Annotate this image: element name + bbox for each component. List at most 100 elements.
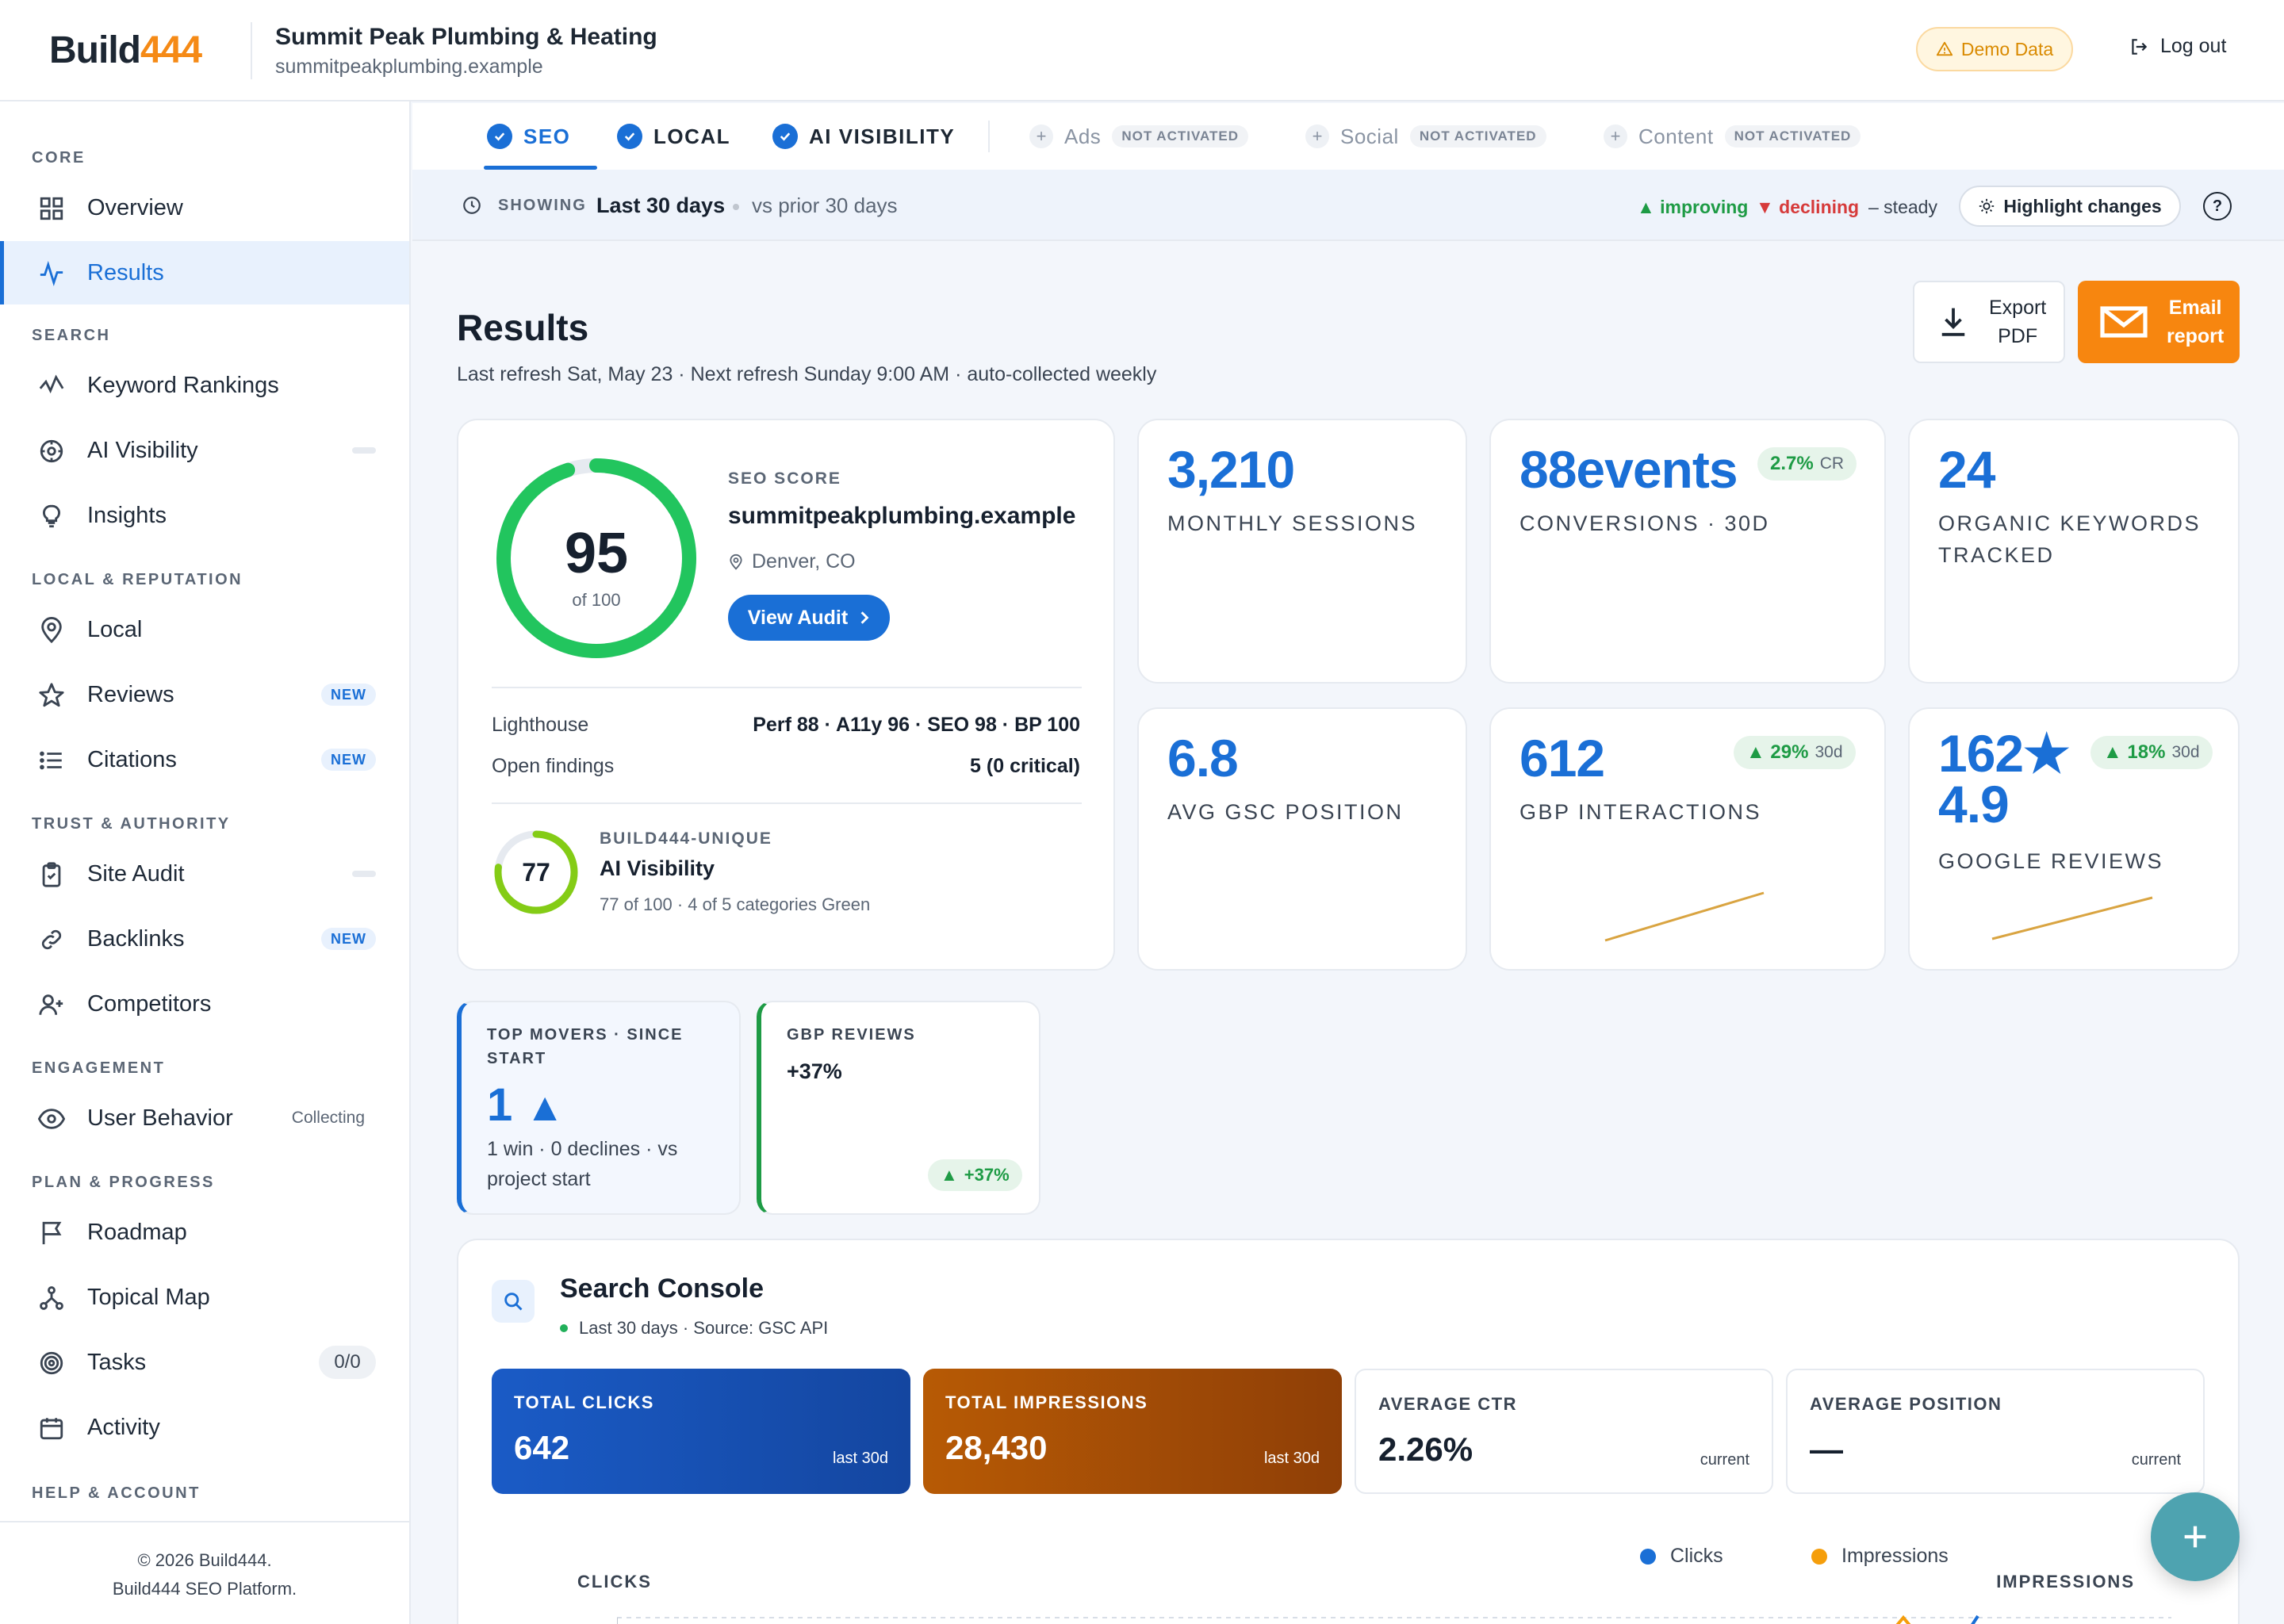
- module-tabs: SEO LOCAL AI VISIBILITY + Ads NOT ACTIVA…: [412, 103, 2284, 170]
- map-pin-icon: [730, 553, 742, 570]
- not-activated-badge: NOT ACTIVATED: [1724, 125, 1861, 147]
- network-icon: [36, 1283, 67, 1313]
- add-fab-button[interactable]: [2151, 1492, 2240, 1581]
- sidebar-item-reviews[interactable]: Reviews NEW: [0, 663, 409, 726]
- sidebar-item-backlinks[interactable]: Backlinks NEW: [0, 907, 409, 971]
- seo-score-label: SEO SCORE: [728, 469, 841, 488]
- status-mark: [352, 447, 376, 454]
- tab-content[interactable]: + Content NOT ACTIVATED: [1604, 103, 1861, 170]
- sidebar-item-topical-map[interactable]: Topical Map: [0, 1266, 409, 1329]
- legend-impressions[interactable]: Impressions: [1811, 1545, 1949, 1568]
- tile-average-ctr[interactable]: AVERAGE CTR 2.26% current: [1355, 1369, 1773, 1494]
- sidebar-item-overview[interactable]: Overview: [0, 176, 409, 239]
- top-movers-card[interactable]: TOP MOVERS · SINCE START 1 ▲ 1 win · 0 de…: [457, 1001, 741, 1215]
- compare-range[interactable]: vs prior 30 days: [752, 193, 898, 217]
- date-range-value[interactable]: Last 30 days: [596, 193, 726, 217]
- metric-card-google-reviews: 162★ 4.9 ▲ 18% 30d GOOGLE REVIEWS: [1908, 707, 2240, 971]
- tab-social[interactable]: + Social NOT ACTIVATED: [1305, 103, 1546, 170]
- gbp-reviews-label: GBP REVIEWS: [787, 1026, 916, 1044]
- divider: [251, 22, 252, 79]
- sidebar-item-activity[interactable]: Activity: [0, 1396, 409, 1459]
- brand-logo[interactable]: Build444: [49, 29, 202, 71]
- seo-score-ring: 95 of 100: [496, 458, 696, 658]
- legend-clicks[interactable]: Clicks: [1640, 1545, 1723, 1568]
- business-name: Summit Peak Plumbing & Heating: [275, 24, 657, 50]
- logout-button[interactable]: Log out: [2129, 35, 2226, 58]
- top-movers-label: TOP MOVERS · SINCE START: [487, 1026, 684, 1067]
- location: Denver, CO: [728, 550, 856, 573]
- sidebar-item-insights[interactable]: Insights: [0, 484, 409, 547]
- keywords-label: ORGANIC KEYWORDS TRACKED: [1938, 511, 2202, 567]
- separator-dot: [733, 204, 739, 210]
- tab-ai-visibility[interactable]: AI VISIBILITY: [772, 103, 955, 170]
- gbp-interactions-value: 612: [1519, 729, 1605, 787]
- top-movers-summary: 1 win · 0 declines · vs project start: [487, 1138, 678, 1190]
- page-subtitle: Last refresh Sat, May 23 · Next refresh …: [457, 363, 1157, 385]
- sidebar-item-local[interactable]: Local: [0, 598, 409, 661]
- not-activated-badge: NOT ACTIVATED: [1409, 125, 1546, 147]
- seo-score-of: of 100: [572, 590, 620, 610]
- tab-ads[interactable]: + Ads NOT ACTIVATED: [1029, 103, 1249, 170]
- sidebar-section-engagement: ENGAGEMENT: [32, 1059, 166, 1077]
- logout-icon: [2132, 38, 2148, 55]
- top-bar: Build444 Summit Peak Plumbing & Heating …: [0, 0, 2284, 102]
- sidebar-footer: © 2026 Build444. Build444 SEO Platform.: [0, 1521, 409, 1603]
- ai-visibility-title: AI Visibility: [600, 856, 715, 880]
- check-icon: [772, 124, 798, 149]
- plus-icon: [2184, 1526, 2206, 1548]
- sidebar-item-results[interactable]: Results: [0, 241, 409, 304]
- sidebar-item-competitors[interactable]: Competitors: [0, 972, 409, 1036]
- export-pdf-button[interactable]: Export PDF: [1913, 281, 2065, 363]
- view-audit-button[interactable]: View Audit: [728, 595, 890, 641]
- tile-total-clicks[interactable]: TOTAL CLICKS 642 last 30d: [492, 1369, 910, 1494]
- activity-icon: [36, 259, 67, 289]
- tile-average-position[interactable]: AVERAGE POSITION — current: [1786, 1369, 2205, 1494]
- sidebar-section-trust: TRUST & AUTHORITY: [32, 815, 231, 833]
- sidebar-item-site-audit[interactable]: Site Audit: [0, 842, 409, 906]
- gsc-position-label: AVG GSC POSITION: [1167, 800, 1404, 824]
- metric-card-gbp-interactions: 612 ▲ 29% 30d GBP INTERACTIONS: [1489, 707, 1886, 971]
- sidebar: CORE Overview Results SEARCH Keyword Ran…: [0, 102, 411, 1624]
- sidebar-item-citations[interactable]: Citations NEW: [0, 728, 409, 791]
- reviews-delta: ▲ 18% 30d: [2090, 736, 2213, 769]
- target-icon: [36, 436, 67, 466]
- help-icon[interactable]: ?: [2203, 192, 2232, 220]
- conversions-value: 88events: [1519, 440, 1738, 499]
- gsc-position-value: 6.8: [1167, 729, 1239, 787]
- sidebar-section-search: SEARCH: [32, 327, 111, 344]
- seo-score-value: 95: [565, 522, 628, 585]
- gbp-reviews-card[interactable]: GBP REVIEWS +37% ▲ +37%: [757, 1001, 1040, 1215]
- list-icon: [36, 745, 67, 776]
- metric-card-sessions: 3,210 MONTHLY SESSIONS: [1137, 419, 1467, 684]
- tile-total-impressions[interactable]: TOTAL IMPRESSIONS 28,430 last 30d: [923, 1369, 1342, 1494]
- metric-card-conversions: 88events 2.7% CR CONVERSIONS · 30D: [1489, 419, 1886, 684]
- legend-steady: – steady: [1868, 197, 1937, 217]
- sidebar-item-tasks[interactable]: Tasks 0/0: [0, 1331, 409, 1394]
- tab-local[interactable]: LOCAL: [617, 103, 730, 170]
- tab-divider: [988, 121, 990, 152]
- divider: [492, 687, 1082, 688]
- target-circle-icon: [36, 1348, 67, 1378]
- live-dot: [560, 1324, 568, 1332]
- divider: [492, 802, 1082, 804]
- clock-icon: [463, 197, 481, 214]
- tasks-count: 0/0: [319, 1346, 376, 1379]
- not-activated-badge: NOT ACTIVATED: [1112, 125, 1249, 147]
- reviews-sparkline: [1991, 896, 2153, 940]
- plus-icon: +: [1604, 124, 1627, 148]
- check-icon: [617, 124, 642, 149]
- ai-unique-label: BUILD444-UNIQUE: [600, 829, 772, 848]
- sidebar-item-user-behavior[interactable]: User Behavior Collecting: [0, 1086, 409, 1150]
- keywords-value: 24: [1938, 440, 1995, 499]
- sessions-value: 3,210: [1167, 440, 1295, 499]
- highlight-changes-button[interactable]: Highlight changes: [1959, 186, 2181, 227]
- sidebar-item-roadmap[interactable]: Roadmap: [0, 1201, 409, 1264]
- search-console-chart: [617, 1614, 2171, 1624]
- sidebar-item-ai-visibility[interactable]: AI Visibility: [0, 419, 409, 482]
- lighthouse-value: Perf 88 · A11y 96 · SEO 98 · BP 100: [753, 714, 1080, 736]
- sidebar-item-keyword-rankings[interactable]: Keyword Rankings: [0, 354, 409, 417]
- reviews-label: GOOGLE REVIEWS: [1938, 849, 2164, 873]
- lightbulb-icon: [36, 501, 67, 531]
- tab-seo[interactable]: SEO: [483, 103, 598, 170]
- email-report-button[interactable]: Email report: [2078, 281, 2240, 363]
